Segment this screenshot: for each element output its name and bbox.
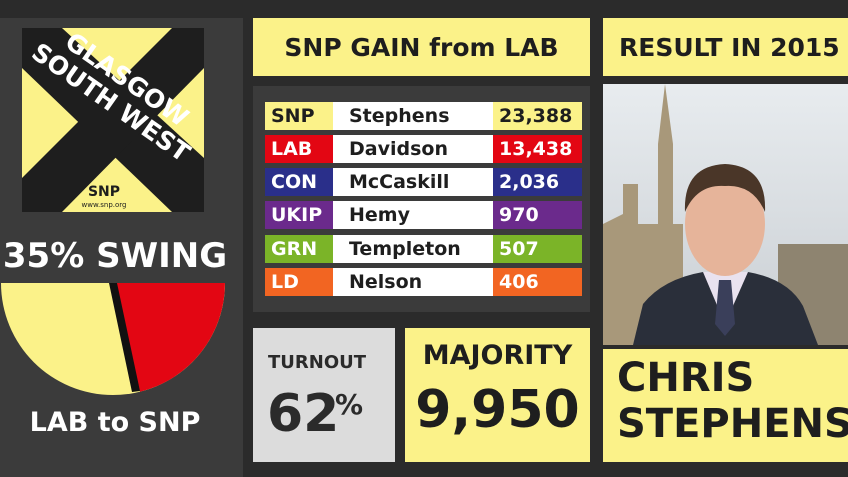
winner-heading: RESULT IN 2015 [603,18,848,76]
party: SNP [265,102,333,130]
winner-first-name: CHRIS [617,355,755,401]
party-logo: SNP [88,184,120,200]
winner-photo [603,84,848,345]
votes: 13,438 [493,135,582,163]
votes: 23,388 [493,102,582,130]
party: LAB [265,135,333,163]
url: www.snp.org [82,201,127,209]
constituency-logo: GLASGOW SOUTH WEST SNP www.snp.org [22,28,204,212]
majority-value: 9,950 [415,380,580,440]
votes: 2,036 [493,168,582,196]
majority-label: MAJORITY [422,340,573,371]
winner-last-name: STEPHENS [617,401,848,447]
headline: SNP GAIN from LAB [253,18,590,76]
candidate: McCaskill [333,168,493,196]
turnout-label: TURNOUT [268,352,367,373]
turnout-value: 62 [267,384,340,444]
result-row: CON McCaskill 2,036 [265,168,582,196]
winner-name-box: CHRIS STEPHENS [603,349,848,462]
swing-direction: LAB to SNP [29,407,201,438]
votes: 406 [493,268,582,296]
result-row: SNP Stephens 23,388 [265,102,582,130]
party: GRN [265,235,333,263]
party: CON [265,168,333,196]
result-row: UKIP Hemy 970 [265,201,582,229]
result-row: LAB Davidson 13,438 [265,135,582,163]
candidate: Templeton [333,235,493,263]
swing-label: 35% SWING [2,236,228,276]
turnout-box: TURNOUT 62 % [253,328,395,462]
party: LD [265,268,333,296]
result-row: GRN Templeton 507 [265,235,582,263]
result-row: LD Nelson 406 [265,268,582,296]
majority-box: MAJORITY 9,950 [405,328,590,462]
candidate: Nelson [333,268,493,296]
votes: 507 [493,235,582,263]
swing-gauge [1,283,225,395]
turnout-unit: % [335,388,364,421]
candidate: Stephens [333,102,493,130]
results-table: SNP Stephens 23,388 LAB Davidson 13,438 CON M… [253,86,590,312]
party: UKIP [265,201,333,229]
votes: 970 [493,201,582,229]
candidate: Hemy [333,201,493,229]
candidate: Davidson [333,135,493,163]
